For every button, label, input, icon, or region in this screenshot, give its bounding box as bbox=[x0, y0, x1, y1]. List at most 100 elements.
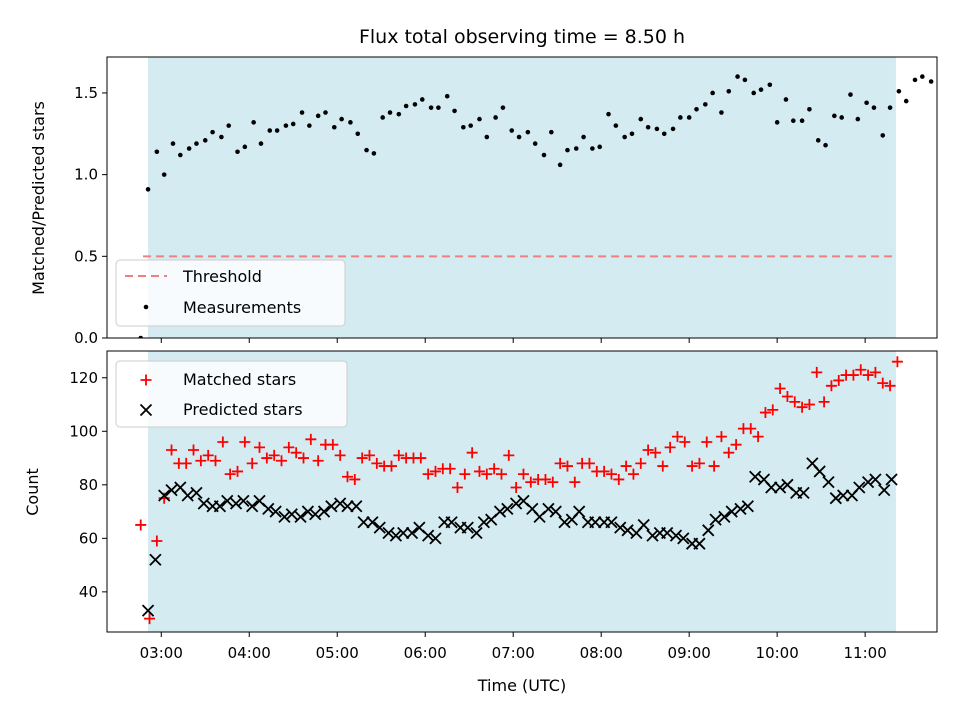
measurement-point bbox=[864, 100, 869, 106]
matched-star-marker bbox=[818, 396, 830, 408]
measurement-point bbox=[678, 115, 683, 120]
predicted-star-marker bbox=[765, 481, 778, 494]
measurement-point bbox=[226, 123, 232, 128]
matched-star-marker bbox=[459, 468, 471, 480]
x-tick-label: 05:00 bbox=[316, 644, 359, 662]
measurement-point bbox=[758, 87, 764, 92]
measurement-point bbox=[219, 134, 224, 140]
count-y-tick-label: 60 bbox=[79, 529, 98, 547]
matched-star-marker bbox=[415, 452, 427, 464]
x-axis-label: Time (UTC) bbox=[477, 676, 566, 695]
predicted-star-marker bbox=[158, 489, 171, 502]
predicted-star-marker bbox=[317, 505, 331, 518]
predicted-star-marker bbox=[165, 484, 178, 497]
measurement-point bbox=[274, 128, 280, 133]
matched-star-marker bbox=[803, 399, 815, 411]
x-tick-label: 04:00 bbox=[228, 644, 271, 662]
matched-star-marker bbox=[811, 366, 823, 378]
matched-star-marker bbox=[444, 463, 456, 475]
measurement-point bbox=[629, 131, 635, 137]
predicted-star-marker bbox=[813, 465, 826, 478]
measurement-point bbox=[258, 141, 264, 146]
predicted-star-marker bbox=[822, 475, 835, 489]
predicted-star-marker bbox=[605, 516, 618, 529]
matched-star-marker bbox=[429, 465, 441, 477]
matched-star-marker bbox=[561, 460, 573, 472]
measurement-point bbox=[710, 90, 715, 96]
measurement-point bbox=[468, 123, 473, 128]
measurement-point bbox=[606, 111, 611, 117]
predicted-star-marker bbox=[350, 500, 363, 513]
measurement-point bbox=[242, 144, 248, 150]
measurement-point bbox=[283, 123, 289, 128]
matched-star-marker bbox=[884, 380, 896, 392]
measurement-point bbox=[751, 90, 756, 96]
measurement-point bbox=[161, 172, 167, 177]
measurement-point bbox=[484, 134, 490, 140]
matched-star-marker bbox=[554, 457, 566, 469]
matched-star-marker bbox=[517, 468, 529, 480]
matched-star-marker bbox=[341, 471, 353, 483]
measurement-points bbox=[138, 74, 934, 338]
measurement-point bbox=[202, 138, 208, 143]
matched-star-marker bbox=[730, 439, 742, 451]
matched-star-marker bbox=[510, 481, 522, 493]
count-y-tick-label: 40 bbox=[79, 583, 98, 601]
measurement-point bbox=[880, 133, 886, 138]
matched-star-marker bbox=[767, 404, 779, 416]
measurement-point bbox=[541, 152, 547, 158]
matched-star-marker bbox=[210, 455, 222, 467]
measurement-point bbox=[267, 128, 273, 133]
measurement-point bbox=[815, 138, 821, 143]
predicted-star-marker bbox=[661, 526, 674, 540]
predicted-star-marker bbox=[237, 494, 250, 508]
matched-star-marker bbox=[877, 377, 889, 389]
matched-star-marker bbox=[715, 431, 727, 443]
predicted-star-marker bbox=[549, 505, 562, 518]
ratio-panel-ylabel: Matched/Predicted stars bbox=[29, 101, 48, 295]
predicted-star-marker bbox=[341, 500, 354, 513]
predicted-star-marker bbox=[493, 505, 507, 518]
measurement-point bbox=[774, 120, 780, 125]
matched-star-marker bbox=[796, 401, 808, 413]
predicted-star-marker bbox=[861, 475, 875, 489]
matched-star-marker bbox=[180, 457, 192, 469]
predicted-star-marker bbox=[405, 526, 419, 540]
predicted-star-marker bbox=[773, 481, 787, 494]
predicted-star-marker bbox=[470, 526, 483, 540]
matched-star-marker bbox=[723, 447, 735, 459]
measurement-point bbox=[557, 162, 563, 168]
predicted-star-marker bbox=[278, 510, 291, 524]
predicted-star-marker bbox=[445, 516, 458, 529]
measurement-point bbox=[170, 141, 176, 146]
count-panel: 40 60 80 100 120 03:00 04:00 05:00 06:00 07:00 08… bbox=[23, 350, 938, 695]
predicted-star-marker bbox=[669, 529, 683, 542]
matched-star-marker bbox=[781, 390, 793, 402]
matched-star-marker bbox=[657, 460, 669, 472]
predicted-star-marker bbox=[213, 500, 227, 513]
measurement-point bbox=[461, 124, 466, 130]
measurement-point bbox=[719, 110, 724, 115]
count-y-tick-label: 100 bbox=[69, 422, 98, 440]
matched-star-marker bbox=[276, 455, 288, 467]
matched-star-marker bbox=[693, 457, 705, 469]
matched-star-marker bbox=[664, 441, 676, 453]
predicted-star-marker bbox=[853, 481, 866, 494]
legend-matched-swatch bbox=[140, 374, 152, 386]
matched-star-marker bbox=[232, 465, 244, 477]
predicted-star-marker bbox=[141, 604, 155, 617]
predicted-star-marker bbox=[718, 510, 731, 524]
predicted-star-marker bbox=[614, 521, 627, 534]
matched-star-marker bbox=[627, 468, 639, 480]
predicted-star-marker bbox=[190, 486, 203, 499]
predicted-star-marker bbox=[749, 470, 762, 483]
matched-star-marker bbox=[135, 519, 147, 531]
measurement-point bbox=[590, 146, 595, 151]
ratio-panel: 0.0 0.5 1.0 1.5 Matched/Predicted stars Thr… bbox=[29, 56, 938, 347]
predicted-star-marker bbox=[709, 513, 722, 526]
predicted-star-marker bbox=[558, 516, 571, 529]
legend-predicted-swatch bbox=[139, 403, 153, 417]
predicted-star-marker bbox=[246, 500, 259, 513]
predicted-star-marker bbox=[366, 516, 379, 529]
matched-star-marker bbox=[569, 476, 581, 488]
